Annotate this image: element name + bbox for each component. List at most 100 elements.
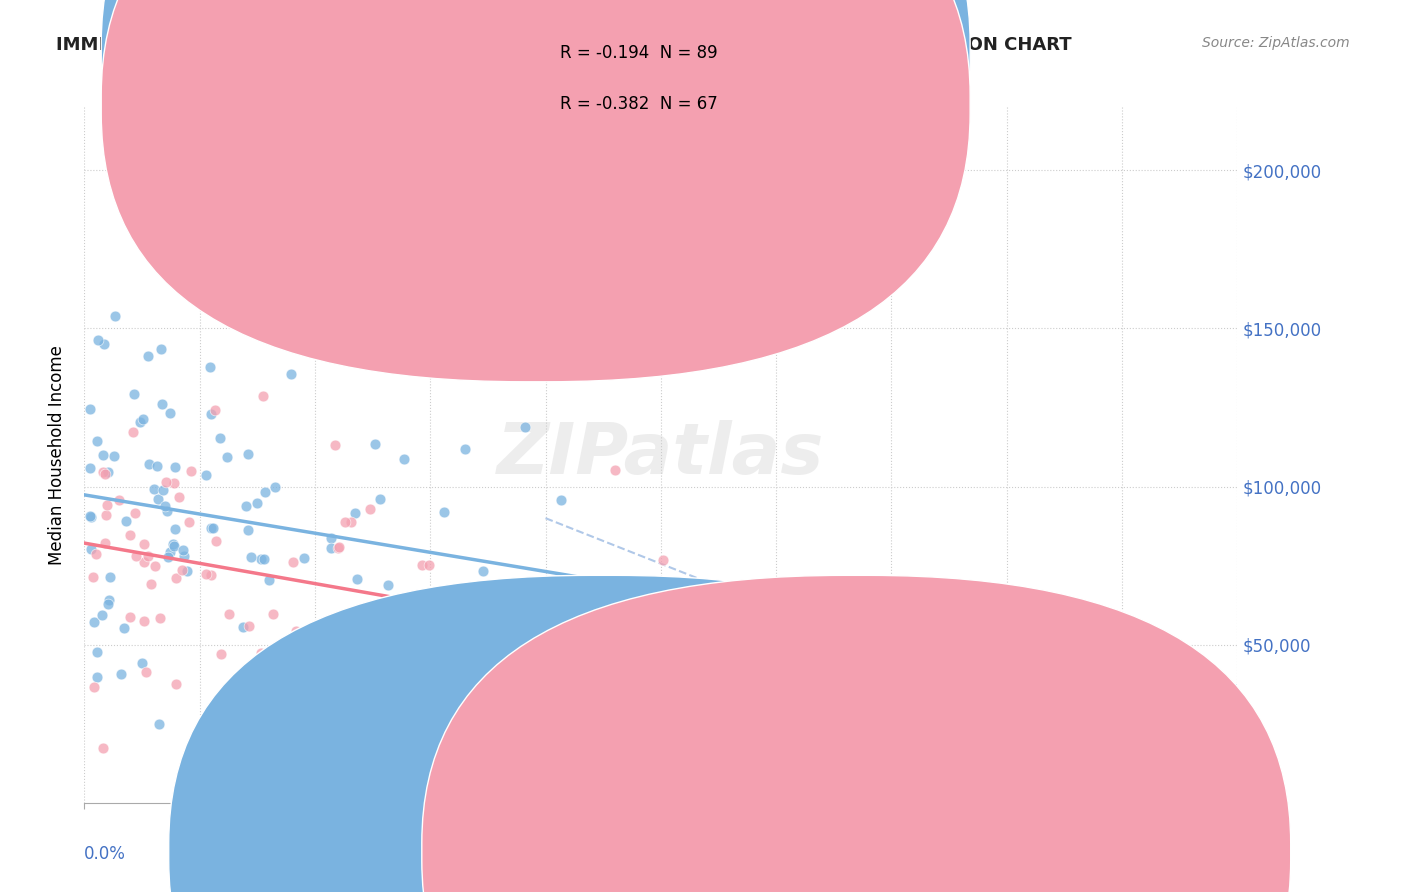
Point xyxy=(79,541,101,556)
Point xyxy=(124,506,146,520)
Text: IMMIGRANTS FROM KAZAKHSTAN VS SUDANESE MEDIAN HOUSEHOLD INCOME CORRELATION CHART: IMMIGRANTS FROM KAZAKHSTAN VS SUDANESE M… xyxy=(56,36,1071,54)
Point xyxy=(176,564,198,578)
Point xyxy=(98,570,121,584)
Point xyxy=(83,615,105,629)
Point xyxy=(96,498,118,512)
Point xyxy=(134,556,156,570)
Point xyxy=(254,485,277,500)
Point xyxy=(257,573,280,587)
Point xyxy=(326,541,349,555)
Point xyxy=(93,336,115,351)
Point xyxy=(156,503,179,517)
Point xyxy=(346,572,368,586)
Point xyxy=(110,666,132,681)
Point xyxy=(173,549,195,563)
Point xyxy=(107,492,129,507)
Point xyxy=(215,450,238,465)
Point xyxy=(323,438,346,452)
Point xyxy=(200,521,222,535)
Point xyxy=(250,552,273,566)
Point xyxy=(83,681,105,695)
Point xyxy=(136,349,159,363)
Point xyxy=(621,755,644,769)
Point xyxy=(368,491,391,506)
Point xyxy=(208,431,231,445)
Point xyxy=(328,541,350,555)
Point xyxy=(159,406,181,420)
Point xyxy=(134,614,156,628)
Point xyxy=(148,716,170,731)
Point xyxy=(84,547,107,561)
Point xyxy=(650,574,672,588)
Point xyxy=(377,577,399,591)
Point xyxy=(650,675,672,690)
Point xyxy=(141,577,163,591)
Point xyxy=(125,549,148,563)
Point xyxy=(200,360,222,375)
Point xyxy=(145,459,167,474)
Point xyxy=(238,523,260,537)
Point xyxy=(319,532,342,546)
Point xyxy=(79,508,101,523)
Point xyxy=(418,558,440,572)
Point xyxy=(97,597,120,611)
Point xyxy=(87,333,110,347)
Point xyxy=(90,608,112,623)
Point xyxy=(725,648,748,663)
Point xyxy=(94,467,117,482)
Point xyxy=(143,559,166,574)
Point xyxy=(179,515,201,529)
Point xyxy=(209,647,232,661)
Point xyxy=(150,396,173,410)
Point xyxy=(152,483,174,498)
Point xyxy=(163,522,186,536)
Point xyxy=(170,563,193,577)
Point xyxy=(172,542,194,557)
Point xyxy=(194,567,217,582)
Point xyxy=(238,619,260,633)
Point xyxy=(93,536,115,550)
Point xyxy=(194,467,217,482)
Point xyxy=(91,741,114,756)
Point xyxy=(239,549,262,564)
Point xyxy=(967,780,990,794)
Point xyxy=(138,457,160,471)
Point xyxy=(86,645,108,659)
Point xyxy=(202,521,225,535)
Point xyxy=(91,465,114,479)
Text: Immigrants from Kazakhstan: Immigrants from Kazakhstan xyxy=(626,845,846,859)
Point xyxy=(250,647,273,661)
Point xyxy=(131,656,153,670)
Point xyxy=(292,550,315,565)
Point xyxy=(146,492,169,507)
Point xyxy=(550,493,572,508)
Text: Source: ZipAtlas.com: Source: ZipAtlas.com xyxy=(1202,36,1350,50)
Point xyxy=(79,402,101,417)
Point xyxy=(280,368,302,382)
Point xyxy=(264,480,287,494)
Point xyxy=(156,549,179,564)
Point xyxy=(859,720,882,734)
Text: R = -0.194  N = 89: R = -0.194 N = 89 xyxy=(560,44,717,62)
Point xyxy=(204,403,226,417)
Point xyxy=(652,552,675,566)
Point xyxy=(420,611,443,625)
Point xyxy=(239,674,262,689)
Point xyxy=(262,607,284,621)
Point xyxy=(97,465,120,479)
Point xyxy=(411,558,433,573)
Point xyxy=(335,661,357,675)
Point xyxy=(82,570,104,584)
Point xyxy=(413,662,436,676)
Point xyxy=(128,416,150,430)
Point xyxy=(136,549,159,563)
Point xyxy=(603,463,626,477)
Point xyxy=(364,437,387,451)
Point xyxy=(200,568,222,582)
Point xyxy=(134,537,156,551)
Text: 0.0%: 0.0% xyxy=(84,845,127,863)
Point xyxy=(515,420,537,434)
Text: Sudanese: Sudanese xyxy=(879,845,953,859)
Point xyxy=(318,618,340,632)
Point xyxy=(333,516,356,530)
